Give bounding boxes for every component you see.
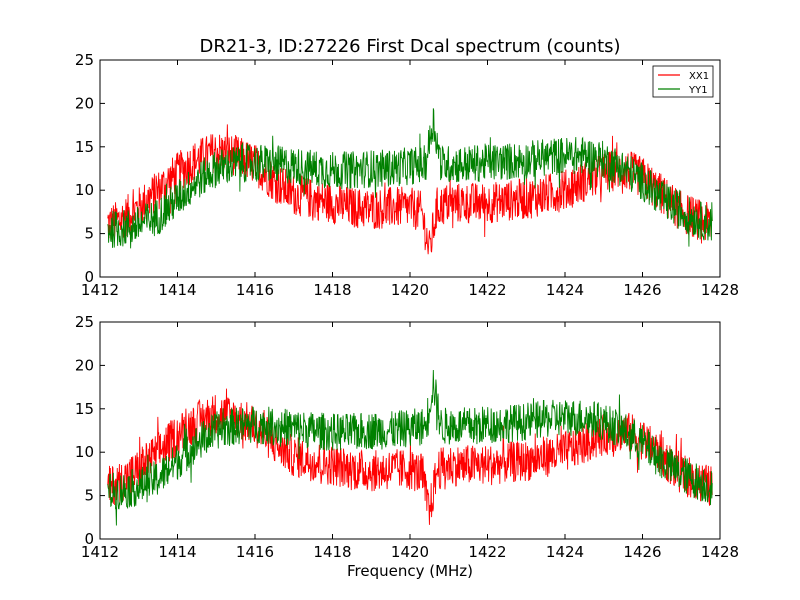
y-tick-label: 10 bbox=[75, 443, 94, 461]
x-tick-label: 1414 bbox=[158, 281, 196, 299]
x-tick-label: 1426 bbox=[623, 543, 661, 561]
x-tick-label: 1420 bbox=[391, 543, 429, 561]
series-line-yy1 bbox=[107, 108, 713, 249]
legend-box bbox=[652, 65, 714, 98]
top-series-group bbox=[107, 108, 713, 255]
y-tick-label: 20 bbox=[75, 356, 94, 374]
x-tick-label: 1422 bbox=[468, 281, 506, 299]
y-tick-label: 15 bbox=[75, 138, 94, 156]
y-tick-label: 10 bbox=[75, 181, 94, 199]
x-tick-label: 1420 bbox=[391, 281, 429, 299]
y-tick-label: 15 bbox=[75, 400, 94, 418]
x-tick-label: 1414 bbox=[158, 543, 196, 561]
x-axis-label: Frequency (MHz) bbox=[347, 562, 473, 580]
x-tick-label: 1418 bbox=[313, 281, 351, 299]
x-tick-label: 1424 bbox=[546, 281, 584, 299]
x-tick-label: 1418 bbox=[313, 543, 351, 561]
y-tick-label: 0 bbox=[84, 268, 94, 286]
legend-label-xx1: XX1 bbox=[689, 71, 709, 82]
x-tick-label: 1416 bbox=[236, 543, 274, 561]
legend: XX1 YY1 bbox=[652, 65, 714, 98]
y-tick-label: 25 bbox=[75, 51, 94, 69]
y-tick-label: 20 bbox=[75, 94, 94, 112]
chart-title: DR21-3, ID:27226 First Dcal spectrum (co… bbox=[199, 36, 620, 57]
series-line-yy1 bbox=[107, 370, 713, 526]
x-tick-label: 1424 bbox=[546, 543, 584, 561]
bottom-series-group bbox=[107, 370, 713, 526]
x-tick-label: 1426 bbox=[623, 281, 661, 299]
x-tick-label: 1428 bbox=[701, 281, 739, 299]
x-tick-label: 1422 bbox=[468, 543, 506, 561]
y-tick-label: 5 bbox=[84, 487, 94, 505]
y-tick-label: 5 bbox=[84, 225, 94, 243]
bottom-panel: 1412 1414 1416 1418 1420 1422 1424 1426 1428 0 5 10… bbox=[75, 313, 739, 561]
y-tick-label: 25 bbox=[75, 313, 94, 331]
legend-label-yy1: YY1 bbox=[688, 85, 708, 96]
x-tick-label: 1412 bbox=[81, 281, 119, 299]
series-line-xx1 bbox=[107, 124, 713, 255]
y-tick-label: 0 bbox=[84, 530, 94, 548]
top-axis-ticks: 1412 1414 1416 1418 1420 1422 1424 1426 1428 0 5 10… bbox=[75, 51, 739, 299]
x-tick-label: 1416 bbox=[236, 281, 274, 299]
x-tick-label: 1412 bbox=[81, 543, 119, 561]
x-tick-label: 1428 bbox=[701, 543, 739, 561]
bottom-axis-ticks: 1412 1414 1416 1418 1420 1422 1424 1426 1428 0 5 10… bbox=[75, 313, 739, 561]
top-panel: 1412 1414 1416 1418 1420 1422 1424 1426 1428 0 5 10… bbox=[75, 51, 739, 299]
